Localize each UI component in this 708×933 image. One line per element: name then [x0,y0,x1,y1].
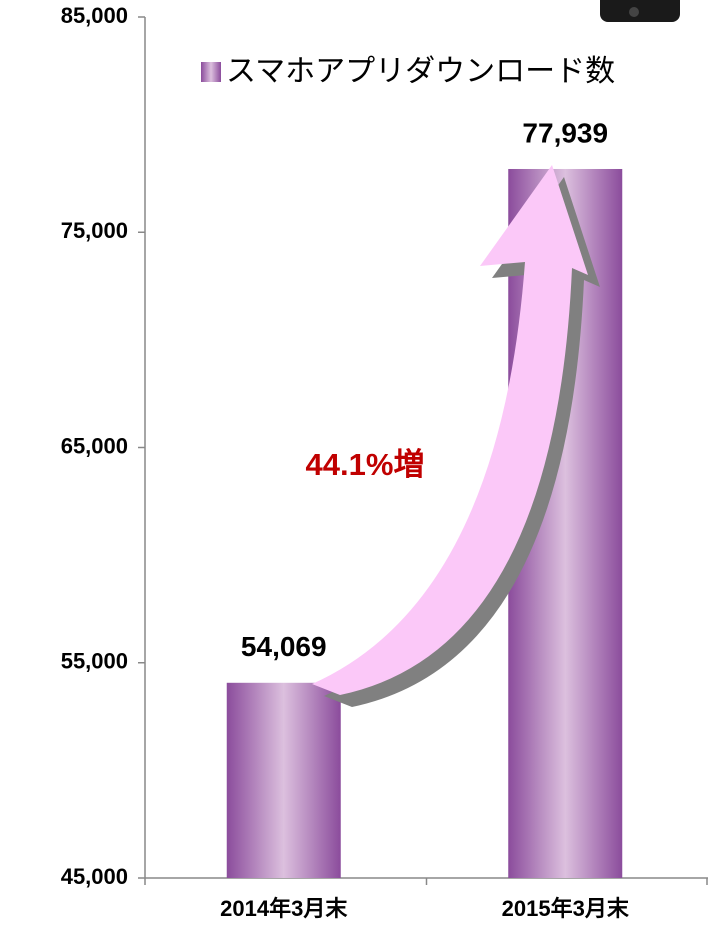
legend-swatch [201,62,221,82]
y-tick-label: 75,000 [61,218,128,243]
chart: 45,000 55,000 65,000 75,000 85,000 2014年3月末 20… [0,0,708,933]
x-tick-label: 2015年3月末 [502,896,630,921]
legend-label: スマホアプリダウンロード数 [226,55,615,88]
value-label: 54,069 [241,631,327,662]
phone-button [629,7,639,17]
growth-annotation: 44.1%増 [306,447,425,482]
y-tick-label: 45,000 [61,864,128,889]
x-tick-label: 2014年3月末 [220,896,348,921]
y-tick-label: 85,000 [61,3,128,28]
y-tick-label: 65,000 [61,433,128,458]
value-label: 77,939 [522,117,608,148]
y-tick-label: 55,000 [61,649,128,674]
phone-icon [600,0,680,22]
bar [227,683,341,878]
